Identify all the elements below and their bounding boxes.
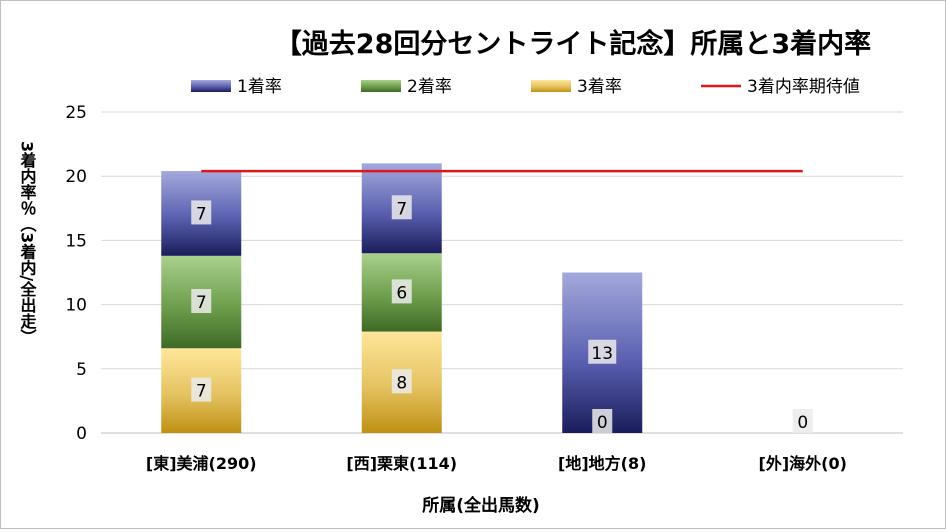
legend-swatch bbox=[531, 80, 571, 92]
x-tick-label: [西]栗東(114) bbox=[346, 454, 457, 473]
data-label: 0 bbox=[792, 409, 813, 433]
y-axis-label: 3着内率％（3着内/全出走） bbox=[18, 141, 38, 345]
data-label-text: 7 bbox=[196, 382, 207, 402]
legend-swatch bbox=[191, 80, 231, 92]
data-label-bg bbox=[191, 377, 212, 402]
data-label: 6 bbox=[391, 279, 412, 304]
data-label-text: 6 bbox=[396, 283, 407, 303]
data-label: 7 bbox=[391, 195, 412, 220]
legend: 1着率 2着率 3着率 3着内率期待値 bbox=[191, 77, 860, 97]
data-label-text: 7 bbox=[396, 199, 407, 219]
x-tick-label: [地]地方(8) bbox=[558, 454, 646, 473]
y-tick-label: 0 bbox=[76, 424, 87, 444]
data-label-bg bbox=[588, 339, 617, 364]
data-label-text: 7 bbox=[196, 293, 207, 313]
x-axis-label: 所属(全出馬数) bbox=[422, 495, 540, 516]
y-tick-label: 5 bbox=[76, 360, 87, 380]
data-label: 13 bbox=[588, 339, 617, 364]
y-tick-label: 20 bbox=[65, 167, 87, 187]
data-label-bg bbox=[191, 289, 212, 314]
data-label-bg bbox=[391, 369, 412, 394]
legend-label: 2着率 bbox=[407, 77, 452, 97]
data-labels: 7 7 7 8 6 7 0 13 0 bbox=[191, 195, 813, 433]
y-axis-ticks: 0 5 10 15 20 25 bbox=[65, 103, 87, 444]
data-label: 0 bbox=[592, 409, 613, 433]
x-axis-ticks: [東]美浦(290) [西]栗東(114) [地]地方(8) [外]海外(0) bbox=[146, 454, 847, 473]
data-label-text: 7 bbox=[196, 204, 207, 224]
data-label-bg bbox=[792, 409, 813, 433]
y-tick-label: 10 bbox=[65, 296, 87, 316]
data-label-bg bbox=[592, 409, 613, 433]
y-tick-label: 25 bbox=[65, 103, 87, 123]
data-label: 7 bbox=[191, 289, 212, 314]
data-label-text: 0 bbox=[597, 413, 608, 433]
chart-title: 【過去28回分セントライト記念】所属と3着内率 bbox=[275, 28, 871, 60]
data-label-bg bbox=[391, 195, 412, 220]
legend-label: 3着率 bbox=[577, 77, 622, 97]
data-label-text: 8 bbox=[396, 373, 407, 393]
legend-label: 1着率 bbox=[237, 77, 282, 97]
data-label: 7 bbox=[191, 377, 212, 402]
data-label-text: 0 bbox=[797, 413, 808, 433]
legend-swatch bbox=[361, 80, 401, 92]
data-label-bg bbox=[191, 200, 212, 225]
data-label-bg bbox=[391, 279, 412, 304]
legend-label: 3着内率期待値 bbox=[747, 77, 860, 97]
x-tick-label: [東]美浦(290) bbox=[146, 454, 257, 473]
y-tick-label: 15 bbox=[65, 231, 87, 251]
data-label: 8 bbox=[391, 369, 412, 394]
x-tick-label: [外]海外(0) bbox=[759, 454, 847, 473]
data-label: 7 bbox=[191, 200, 212, 225]
data-label-text: 13 bbox=[591, 344, 613, 364]
